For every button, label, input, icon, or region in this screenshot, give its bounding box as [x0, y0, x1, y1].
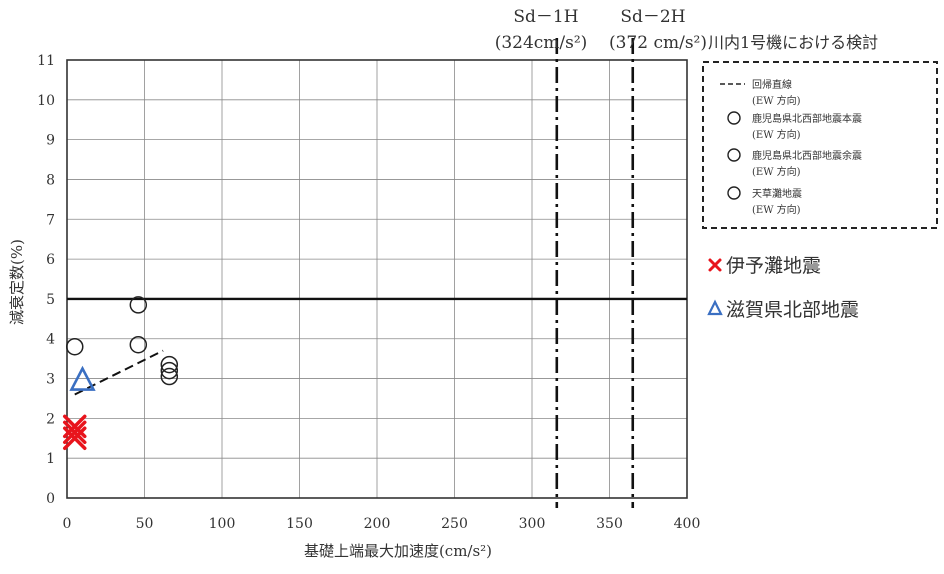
- y-tick-label: 10: [37, 93, 55, 109]
- x-tick-label: 50: [136, 516, 154, 532]
- legend-iyonada: 伊予灘地震: [708, 255, 821, 277]
- x-tick-label: 400: [674, 516, 701, 532]
- legend-iyonada-label: 伊予灘地震: [726, 255, 821, 277]
- legend-honshin-sub: (EW 方向): [752, 128, 801, 141]
- plot-frame: [66, 59, 688, 499]
- x-point-stroke: [63, 426, 87, 451]
- x-marker-icon: [708, 258, 722, 272]
- legend-amakusa-label: 天草灘地震: [752, 187, 802, 200]
- x-tick-label: 0: [63, 516, 72, 532]
- grid: [67, 60, 687, 498]
- y-tick-label: 8: [46, 172, 55, 188]
- circle-point: [160, 355, 179, 374]
- x-tick-labels: 0 50 100 150 200 250 300 350 400: [63, 516, 701, 532]
- y-tick-label: 2: [46, 411, 55, 427]
- legend-box: 回帰直線 (EW 方向) 鹿児島県北西部地震本震 (EW 方向) 鹿児島県北西部…: [702, 61, 938, 229]
- y-tick-label: 5: [46, 292, 55, 308]
- regression-line: [74, 349, 164, 396]
- x-tick-label: 200: [364, 516, 391, 532]
- legend-shiga: 滋賀県北部地震: [707, 299, 859, 321]
- legend-regression-label: 回帰直線: [752, 78, 792, 91]
- legend-title: 川内1号機における検討: [708, 33, 878, 52]
- x-point: [63, 420, 87, 445]
- circle-point: [66, 337, 84, 356]
- sd2-value: (372 cm/s²): [609, 33, 707, 53]
- y-tick-label: 11: [37, 53, 55, 69]
- legend-shiga-label: 滋賀県北部地震: [726, 299, 859, 321]
- triangle-marker-icon: [707, 299, 723, 316]
- circle-point: [160, 361, 179, 380]
- x-point-stroke: [63, 420, 87, 445]
- circle-point: [129, 296, 148, 314]
- legend-yoshin-label: 鹿児島県北西部地震余震: [752, 149, 862, 162]
- legend-yoshin-sub: (EW 方向): [752, 165, 801, 178]
- y-tick-label: 3: [46, 372, 55, 388]
- sd2-label: Sd－2H: [620, 7, 685, 27]
- x-tick-label: 100: [209, 516, 236, 532]
- y-tick-label: 1: [46, 451, 55, 467]
- y-tick-label: 6: [46, 252, 55, 268]
- reference-lines: [67, 38, 687, 508]
- data-points: [63, 296, 179, 451]
- x-tick-label: 300: [519, 516, 546, 532]
- sd1-value: (324cm/s²): [495, 33, 588, 53]
- legend-honshin-symbol: [727, 111, 741, 125]
- x-tick-label: 350: [596, 516, 623, 532]
- circle-point: [129, 335, 148, 354]
- y-tick-label: 7: [46, 212, 55, 228]
- legend-honshin-label: 鹿児島県北西部地震本震: [752, 112, 862, 125]
- y-tick-label: 0: [46, 491, 55, 507]
- circle-point: [160, 367, 179, 386]
- x-tick-label: 250: [441, 516, 468, 532]
- y-tick-labels: 0 1 2 3 4 5 6 7 8 9 10 11: [37, 53, 55, 507]
- legend-regression-sub: (EW 方向): [752, 94, 801, 107]
- triangle-point: [69, 365, 96, 391]
- y-tick-label: 4: [46, 332, 55, 348]
- legend-amakusa-symbol: [727, 186, 741, 200]
- y-tick-label: 9: [46, 133, 55, 149]
- y-axis-title: 減衰定数(%): [8, 239, 26, 325]
- legend-yoshin-symbol: [727, 148, 741, 162]
- legend-amakusa-sub: (EW 方向): [752, 203, 801, 216]
- x-axis-title: 基礎上端最大加速度(cm/s²): [304, 542, 492, 560]
- sd1-label: Sd－1H: [513, 7, 578, 27]
- x-tick-label: 150: [286, 516, 313, 532]
- x-point: [63, 426, 87, 451]
